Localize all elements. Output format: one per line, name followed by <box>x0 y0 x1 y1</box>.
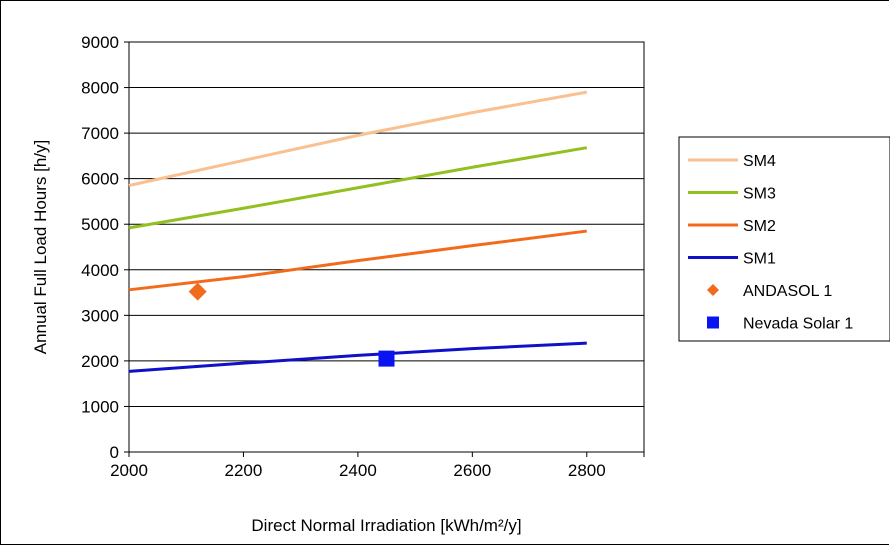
x-tick-label: 2200 <box>225 461 263 480</box>
legend: SM4 SM3 SM2 SM1 ANDASOL 1 Nevada Solar 1 <box>678 136 890 342</box>
series-layer <box>128 90 588 373</box>
y-tick-label: 5000 <box>81 215 119 234</box>
legend-label-sm3: SM3 <box>743 186 776 203</box>
y-tick-label: 1000 <box>81 397 119 416</box>
x-tick-label: 2400 <box>339 461 377 480</box>
y-tick-label: 9000 <box>81 33 119 52</box>
x-tick-label: 2000 <box>110 461 148 480</box>
y-tick-label: 7000 <box>81 124 119 143</box>
marker-andasol-1 <box>188 282 207 301</box>
gridlines <box>129 87 644 407</box>
legend-label-sm2: SM2 <box>743 218 776 235</box>
y-tick-label: 3000 <box>81 306 119 325</box>
series-line-sm3 <box>128 146 588 230</box>
x-axis-title: Direct Normal Irradiation [kWh/m²/y] <box>251 516 521 535</box>
y-axis-title: Annual Full Load Hours [h/y] <box>31 140 50 355</box>
y-tick-label: 8000 <box>81 79 119 98</box>
legend-label-andasol-1: ANDASOL 1 <box>743 283 832 300</box>
x-tick-label: 2600 <box>453 461 491 480</box>
plot-area <box>128 41 645 453</box>
series-line-sm1 <box>128 341 587 373</box>
series-line-sm4 <box>128 90 588 187</box>
axis-ticks: 0 1000 2000 3000 4000 5000 6000 7000 8000 9000 200… <box>81 33 645 480</box>
legend-swatch-nevada-solar-1 <box>707 316 719 329</box>
y-tick-label: 0 <box>110 443 119 462</box>
marker-nevada-solar-1 <box>378 350 395 367</box>
legend-label-sm1: SM1 <box>743 251 776 268</box>
legend-label-nevada-solar-1: Nevada Solar 1 <box>743 316 853 333</box>
y-tick-label: 4000 <box>81 261 119 280</box>
legend-box <box>678 136 890 342</box>
series-line-sm2 <box>128 229 587 292</box>
x-tick-label: 2800 <box>568 461 606 480</box>
y-tick-label: 6000 <box>81 170 119 189</box>
y-tick-label: 2000 <box>81 352 119 371</box>
legend-swatch-andasol-1 <box>707 284 719 296</box>
legend-label-sm4: SM4 <box>743 153 776 170</box>
